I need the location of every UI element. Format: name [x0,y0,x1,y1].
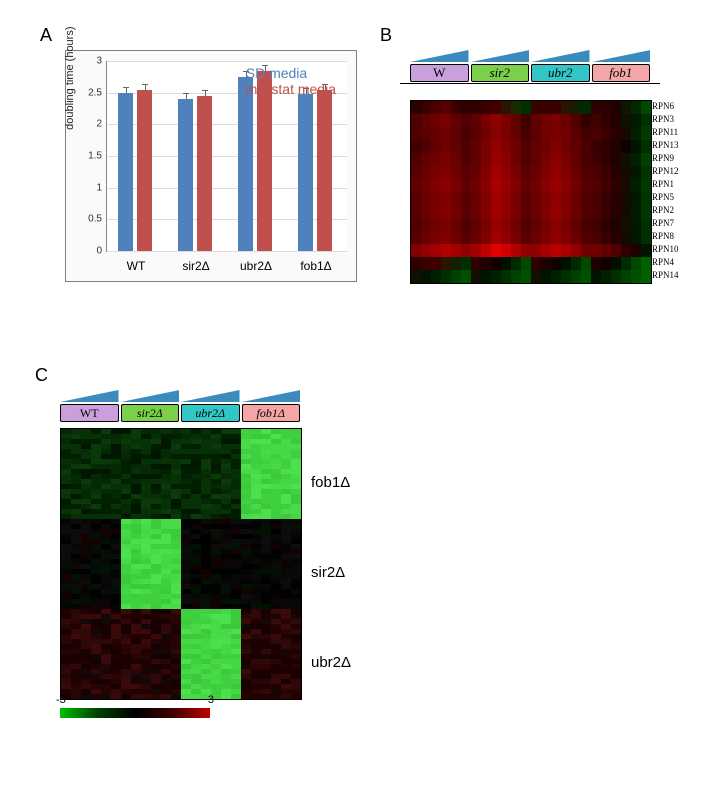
panel-b-heatmap [410,100,652,284]
ytick: 1.5 [80,151,102,162]
bar [118,93,133,251]
colorbar-min: -3 [56,694,66,706]
strain-label: WT [60,404,119,422]
bar [317,90,332,252]
panel-b-label: B [380,25,392,46]
strain-label: fob1 [592,64,651,82]
xtick: ubr2Δ [231,259,281,273]
ytick: 2.5 [80,87,102,98]
rowlabel: RPN9 [652,152,679,165]
panel-b-header: Wsir2ubr2fob1 [410,50,650,90]
panel-a-ylabel: doubling time (hours) [64,26,76,129]
ytick: 3 [80,56,102,67]
block-label: fob1Δ [311,474,350,491]
strain-label: ubr2 [531,64,590,82]
ytick: 1 [80,182,102,193]
rowlabel: RPN2 [652,204,679,217]
gradient-wedge-icon [531,50,590,62]
panel-a-chart: doubling time (hours) SD media ministat … [65,50,357,282]
gradient-wedge-icon [242,390,301,402]
bar [257,71,272,252]
bar [238,77,253,251]
gradient-wedge-icon [592,50,651,62]
legend-sd: SD media [246,65,336,81]
bar [197,96,212,251]
strain-label: fob1Δ [242,404,301,422]
ytick: 2 [80,119,102,130]
rowlabel: RPN8 [652,230,679,243]
ytick: 0 [80,246,102,257]
legend-mm: ministat media [246,81,336,97]
gradient-wedge-icon [60,390,119,402]
ytick: 0.5 [80,214,102,225]
panel-c-wedges [60,390,300,402]
strain-label: sir2 [471,64,530,82]
strain-label: W [410,64,469,82]
rowlabel: RPN12 [652,165,679,178]
block-label: sir2Δ [311,564,345,581]
xtick: sir2Δ [171,259,221,273]
strain-label: sir2Δ [121,404,180,422]
block-label: ubr2Δ [311,654,351,671]
bar [137,90,152,252]
rowlabel: RPN14 [652,269,679,282]
colorbar-max: 3 [208,694,214,706]
panel-c-strains: WTsir2Δubr2Δfob1Δ [60,404,300,422]
xtick: fob1Δ [291,259,341,273]
rowlabel: RPN4 [652,256,679,269]
panel-b: Wsir2ubr2fob1 RPN6RPN3RPN11RPN13RPN9RPN1… [410,50,709,90]
rowlabel: RPN7 [652,217,679,230]
panel-b-hline [400,83,660,84]
bar [298,94,313,251]
rowlabel: RPN1 [652,178,679,191]
bar [178,99,193,251]
panel-b-rowlabels: RPN6RPN3RPN11RPN13RPN9RPN12RPN1RPN5RPN2R… [652,100,679,282]
panel-c: WTsir2Δubr2Δfob1Δ fob1Δsir2Δubr2Δ -3 3 [60,390,330,718]
gradient-wedge-icon [471,50,530,62]
rowlabel: RPN6 [652,100,679,113]
rowlabel: RPN5 [652,191,679,204]
gradient-wedge-icon [181,390,240,402]
colorbar-gradient [60,708,210,718]
panel-a-legend: SD media ministat media [246,65,336,97]
panel-c-heatmap: fob1Δsir2Δubr2Δ [60,428,302,700]
panel-a-label: A [40,25,52,46]
gradient-wedge-icon [410,50,469,62]
panel-c-colorbar: -3 3 [60,708,210,718]
panel-c-header: WTsir2Δubr2Δfob1Δ [60,390,300,424]
xtick: WT [111,259,161,273]
rowlabel: RPN10 [652,243,679,256]
rowlabel: RPN11 [652,126,679,139]
rowlabel: RPN3 [652,113,679,126]
rowlabel: RPN13 [652,139,679,152]
gradient-wedge-icon [121,390,180,402]
panel-c-label: C [35,365,48,386]
strain-label: ubr2Δ [181,404,240,422]
